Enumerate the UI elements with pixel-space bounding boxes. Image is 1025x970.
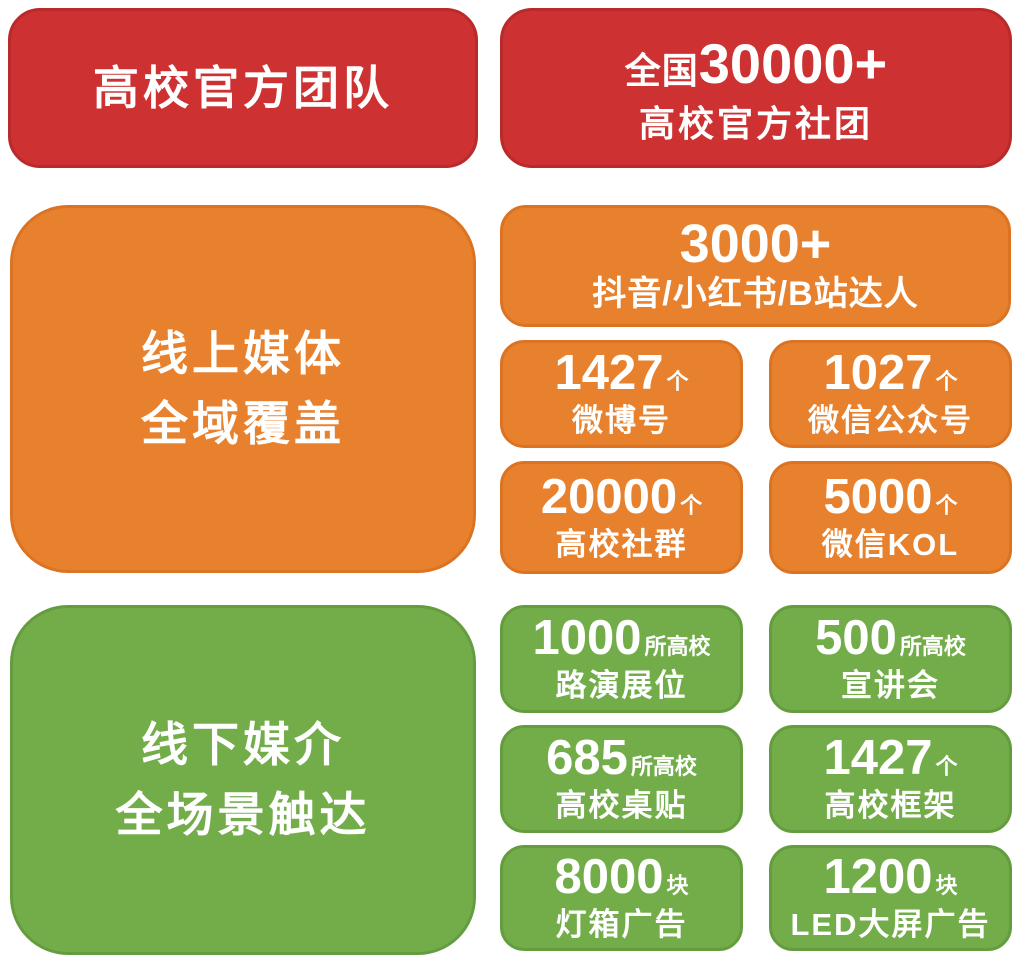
stat-label: 高校桌贴 — [555, 788, 688, 824]
official-clubs-prefix: 全国 — [624, 50, 699, 92]
stat-number: 1427 — [823, 731, 933, 786]
stat-unit: 所高校 — [899, 634, 966, 660]
official-clubs-stat: 全国30000+ — [625, 32, 887, 96]
card-wechat-public-accounts: 1027 个 微信公众号 — [769, 340, 1012, 448]
offline-media-title-line1: 线下媒介 — [141, 717, 345, 771]
official-clubs-number: 30000+ — [698, 32, 888, 96]
stat-label: 微博号 — [572, 403, 671, 439]
stat-number: 685 — [546, 731, 628, 786]
stat-line: 1027 个 — [823, 349, 957, 398]
influencers-label: 抖音/小红书/B站达人 — [592, 275, 919, 314]
influencers-number: 3000+ — [679, 214, 832, 275]
stat-label: 高校社群 — [555, 526, 688, 562]
stat-line: 685 所高校 — [546, 734, 697, 783]
stat-line: 500 所高校 — [815, 614, 966, 663]
stat-line: 5000 个 — [823, 469, 958, 524]
card-info-sessions: 500 所高校 宣讲会 — [769, 605, 1012, 713]
stat-number: 1200 — [823, 850, 933, 905]
stat-number: 1027 — [823, 346, 933, 401]
stat-unit: 块 — [666, 873, 689, 899]
section-offline-media: 线下媒介 全场景触达 — [10, 605, 476, 955]
online-media-title: 线上媒体 全域覆盖 — [141, 319, 345, 460]
stat-unit: 个 — [680, 492, 703, 518]
stat-number: 500 — [815, 611, 897, 666]
card-lightbox-ads: 8000 块 灯箱广告 — [500, 845, 743, 951]
stat-label: 高校框架 — [824, 788, 957, 824]
stat-unit: 个 — [935, 369, 958, 395]
offline-media-title-line2: 全场景触达 — [115, 788, 371, 841]
card-weibo-accounts: 1427 个 微博号 — [500, 340, 743, 448]
online-media-title-line1: 线上媒体 — [141, 326, 345, 380]
card-influencers: 3000+ 抖音/小红书/B站达人 — [500, 205, 1011, 327]
card-roadshow-booths: 1000 所高校 路演展位 — [500, 605, 743, 713]
card-wechat-kol: 5000 个 微信KOL — [769, 461, 1012, 574]
card-official-team: 高校官方团队 — [8, 8, 478, 168]
stat-line: 1000 所高校 — [532, 614, 710, 663]
stat-label: 灯箱广告 — [555, 907, 688, 943]
stat-number: 20000 — [540, 469, 678, 524]
section-online-media: 线上媒体 全域覆盖 — [10, 205, 476, 573]
stat-line: 20000 个 — [540, 469, 703, 524]
stat-label: LED大屏广告 — [790, 907, 991, 943]
stat-line: 1200 块 — [823, 853, 957, 902]
card-official-clubs: 全国30000+ 高校官方社团 — [500, 8, 1012, 168]
card-led-screen-ads: 1200 块 LED大屏广告 — [769, 845, 1012, 951]
official-clubs-label: 高校官方社团 — [638, 102, 873, 144]
stat-number: 8000 — [554, 850, 664, 905]
card-campus-frames: 1427 个 高校框架 — [769, 725, 1012, 833]
stat-unit: 个 — [935, 492, 958, 518]
stat-line: 8000 块 — [554, 853, 688, 902]
stat-label: 路演展位 — [555, 668, 688, 704]
official-team-title: 高校官方团队 — [93, 61, 393, 114]
stat-label: 微信公众号 — [808, 403, 973, 439]
stat-number: 1427 — [554, 346, 664, 401]
offline-media-title: 线下媒介 全场景触达 — [116, 710, 371, 851]
stat-unit: 所高校 — [644, 634, 711, 660]
card-campus-communities: 20000 个 高校社群 — [500, 461, 743, 574]
stat-number: 5000 — [823, 469, 933, 524]
stat-unit: 块 — [935, 873, 958, 899]
stat-label: 微信KOL — [821, 526, 960, 562]
stat-unit: 所高校 — [630, 754, 697, 780]
stat-unit: 个 — [666, 369, 689, 395]
stat-number: 1000 — [532, 611, 642, 666]
online-media-title-line2: 全域覆盖 — [141, 397, 345, 450]
stat-unit: 个 — [935, 754, 958, 780]
card-desk-stickers: 685 所高校 高校桌贴 — [500, 725, 743, 833]
stat-label: 宣讲会 — [841, 668, 940, 704]
stat-line: 1427 个 — [823, 734, 957, 783]
stat-line: 1427 个 — [554, 349, 688, 398]
